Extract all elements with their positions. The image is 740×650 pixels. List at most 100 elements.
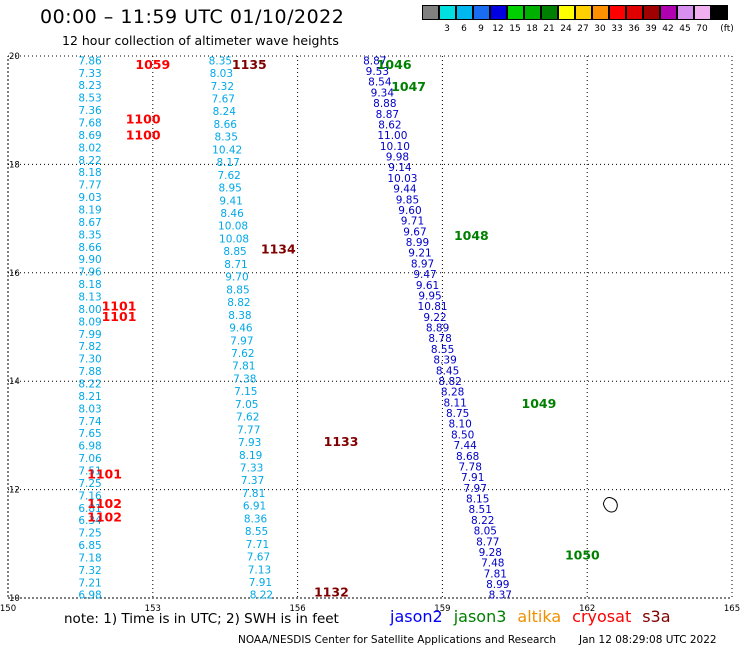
color-swatch (575, 5, 592, 20)
island-outline-shape (602, 496, 618, 513)
wave-height-value: 6.34 (78, 515, 102, 527)
wave-height-value: 7.81 (484, 568, 507, 580)
wave-height-value: 7.77 (78, 180, 101, 192)
wave-height-value: 8.78 (428, 333, 451, 345)
color-scale-unit: (ft) (720, 24, 734, 34)
map-subtitle: 12 hour collection of altimeter wave hei… (62, 33, 339, 48)
color-swatch (660, 5, 677, 20)
wave-height-value: 8.19 (239, 450, 262, 462)
wave-height-value: 8.46 (220, 208, 244, 220)
color-scale-label: 9 (478, 24, 484, 34)
rev-number: 1100 (126, 128, 161, 143)
wave-height-value: 9.34 (371, 87, 395, 99)
wave-height-value: 8.18 (78, 279, 101, 291)
latitude-tick-label: 10 (9, 594, 20, 604)
wave-height-value: 7.36 (78, 105, 102, 117)
longitude-tick-label: 156 (289, 604, 305, 614)
wave-height-value: 8.99 (486, 579, 509, 591)
wave-height-value: 8.87 (363, 55, 386, 67)
wave-height-value: 9.85 (396, 194, 419, 206)
footnote: note: 1) Time is in UTC; 2) SWH is in fe… (64, 611, 339, 627)
wave-height-value: 7.71 (246, 539, 269, 551)
wave-height-value: 7.33 (78, 68, 101, 80)
wave-height-value: 8.13 (78, 291, 101, 303)
color-scale-label: 39 (645, 24, 657, 34)
wave-height-value: 9.98 (386, 152, 409, 164)
wave-height-value: 7.21 (78, 577, 101, 589)
latitude-tick-label: 16 (9, 269, 20, 279)
wave-height-value: 8.55 (431, 344, 454, 356)
color-swatch (592, 5, 609, 20)
rev-number: 1132 (314, 584, 349, 599)
wave-height-value: 7.74 (78, 416, 102, 428)
rev-number: 1134 (261, 241, 296, 256)
color-swatch (507, 5, 524, 20)
rev-number: 1048 (454, 228, 489, 243)
wave-height-value: 9.46 (229, 323, 253, 335)
rev-number: 1049 (522, 396, 557, 411)
wave-height-value: 8.89 (426, 323, 449, 335)
wave-height-value: 8.39 (433, 355, 456, 367)
wave-height-value: 10.10 (380, 141, 410, 153)
wave-height-value: 7.30 (78, 354, 101, 366)
longitude-tick-label: 153 (145, 604, 161, 614)
color-swatch (711, 5, 728, 20)
wave-height-value: 8.22 (78, 155, 101, 167)
wave-height-value: 7.06 (78, 453, 102, 465)
wave-height-value: 9.70 (225, 272, 248, 284)
rev-number: 1133 (324, 434, 359, 449)
wave-height-value: 10.81 (418, 301, 448, 313)
wave-height-value: 7.93 (238, 437, 261, 449)
wave-height-value: 7.81 (242, 488, 265, 500)
wave-height-value: 9.95 (418, 290, 441, 302)
longitude-tick-label: 162 (579, 604, 595, 614)
color-scale-label: 24 (560, 24, 572, 34)
wave-height-value: 8.00 (78, 304, 101, 316)
wave-height-value: 7.99 (78, 329, 101, 341)
map-frame (7, 55, 733, 599)
wave-height-value: 7.62 (231, 348, 254, 360)
latitude-tick-label: 20 (9, 52, 20, 62)
wave-height-value: 7.15 (234, 386, 257, 398)
generated-timestamp: Jan 12 08:29:08 UTC 2022 (579, 634, 717, 646)
axis-tick-labels: 150 153 156 159 162 165 10 12 14 16 18 20 (0, 52, 740, 614)
wave-height-value: 7.33 (240, 463, 263, 475)
wave-height-value: 8.54 (368, 77, 392, 89)
rev-number: 1135 (232, 57, 267, 72)
wave-height-value: 8.17 (216, 157, 239, 169)
color-swatch (541, 5, 558, 20)
color-swatch (609, 5, 626, 20)
wave-height-value: 7.16 (78, 490, 102, 502)
latitude-tick-label: 14 (9, 377, 20, 387)
rev-number: 1102 (87, 510, 122, 525)
credit-text: NOAA/NESDIS Center for Satellite Applica… (238, 634, 556, 646)
wave-height-value: 9.90 (78, 254, 101, 266)
color-scale-label: 70 (696, 24, 708, 34)
legend-cryosat: cryosat (572, 607, 632, 626)
wave-height-value: 9.60 (398, 205, 421, 217)
wave-height-value: 9.21 (408, 248, 431, 260)
legend-jason2: jason2 (390, 607, 443, 626)
wave-height-value: 8.36 (244, 513, 268, 525)
wave-height-value: 7.62 (217, 170, 240, 182)
wave-height-value: 7.96 (78, 267, 102, 279)
color-swatch (439, 5, 456, 20)
wave-height-value: 7.77 (237, 424, 260, 436)
wave-height-value: 8.19 (78, 204, 101, 216)
island-outline (602, 496, 618, 513)
wave-height-value: 7.67 (247, 552, 270, 564)
wave-height-value: 8.38 (228, 310, 251, 322)
wave-height-value: 7.91 (461, 472, 484, 484)
rev-number: 1102 (87, 496, 122, 511)
wave-height-value: 9.41 (219, 195, 242, 207)
color-swatch (422, 5, 439, 20)
wave-height-value: 8.82 (227, 297, 250, 309)
rev-number: 1050 (565, 548, 600, 563)
wave-height-value: 8.21 (78, 391, 101, 403)
wave-height-value: 10.08 (219, 233, 249, 245)
wave-height-value: 8.82 (438, 376, 461, 388)
color-scale-label: 21 (543, 24, 555, 34)
wave-height-value: 8.50 (451, 429, 474, 441)
color-scale-label: 18 (526, 24, 538, 34)
wave-height-value: 7.67 (212, 94, 235, 106)
